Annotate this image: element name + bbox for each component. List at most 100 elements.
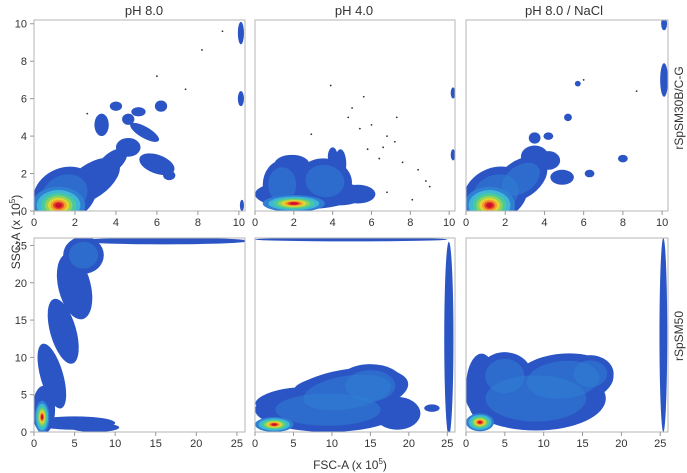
x-tick-label: 25 [441,438,453,450]
y-tick-label: 20 [15,278,27,290]
x-tick-label: 2 [291,217,297,229]
density-region [617,154,628,163]
x-tick-label: 0 [31,438,37,450]
panel-frame [465,237,669,433]
outlier-point [386,191,388,194]
outlier-point [417,168,420,171]
density-region [237,91,244,107]
density-region [37,343,67,409]
x-tick-label: 0 [252,217,258,229]
density-core [289,202,298,205]
outlier-point [382,146,385,149]
outlier-point [635,90,638,93]
y-tick-label: 5 [21,390,27,402]
outlier-point [424,180,427,182]
row-label-1: rSpSM30B/C-G [672,66,686,149]
density-core [40,414,44,420]
density-region [122,113,135,125]
density-region [68,241,99,269]
y-tick-label: 10 [15,19,27,31]
outlier-point [156,75,158,78]
x-tick-label: 8 [407,217,413,229]
outlier-point [393,140,396,143]
density-region [305,164,345,198]
x-tick-label: 4 [541,217,547,229]
x-tick-label: 20 [615,438,627,450]
x-tick-label: 20 [190,438,202,450]
density-region [661,20,668,31]
x-tick-label: 10 [538,438,550,450]
outlier-point [378,157,381,160]
density-region [528,132,541,144]
x-tick-label: 5 [72,438,78,450]
density-region [543,132,554,140]
x-tick-label: 2 [502,217,508,229]
density-core [478,421,482,424]
outlier-point [201,49,203,51]
density-region [78,238,245,245]
density-region [239,199,244,211]
density-region [154,100,168,112]
outlier-point [366,148,369,151]
x-tick-label: 6 [154,217,160,229]
density-region [450,149,455,161]
density-region [550,169,574,185]
outlier-point [358,127,361,130]
density-region [70,423,120,432]
column-title-2: pH 4.0 [335,3,373,18]
outlier-point [428,185,431,188]
y-tick-label: 2 [21,169,27,181]
outlier-point [582,79,585,81]
density-region [94,113,109,137]
x-tick-label: 15 [150,438,162,450]
x-tick-label: 6 [581,217,587,229]
x-tick-label: 10 [326,438,338,450]
outlier-point [221,30,224,33]
density-region [536,151,561,170]
x-tick-label: 25 [654,438,666,450]
density-region [327,147,338,167]
density-region [131,107,146,117]
column-title-1: pH 8.0 [125,3,163,18]
density-region [424,404,440,412]
density-core [55,202,63,208]
density-region [115,137,141,157]
row-label-2: rSpSM50 [672,311,686,361]
outlier-point [310,133,313,136]
density-region [340,184,376,204]
outlier-point [401,161,404,164]
y-tick-label: 0 [21,427,27,439]
panel-2-1: 0 5 10 15 20 25 0 5 10 15 20 25 [15,237,246,450]
density-region [450,87,455,99]
panel-2-2: 0 5 10 15 20 25 [252,237,456,450]
y-tick-label: 6 [21,94,27,106]
panel-frame [254,19,456,212]
density-region [237,21,244,45]
x-tick-label: 10 [443,217,455,229]
y-axis-label: SSC-A (x 105) [8,195,23,269]
density-region [501,162,540,196]
panel-2-3: 0 5 10 15 20 25 [463,237,669,450]
x-tick-label: 0 [463,438,469,450]
x-tick-label: 15 [364,438,376,450]
density-region [573,360,608,388]
density-region [47,298,79,364]
x-tick-label: 8 [620,217,626,229]
x-axis-label: FSC-A (x 105) [313,457,387,472]
density-region [345,370,396,402]
density-region [268,167,297,203]
density-region [584,169,595,178]
panel-frame [465,19,669,212]
x-tick-label: 2 [72,217,78,229]
outlier-point [329,84,332,87]
density-core [486,202,493,208]
x-tick-label: 4 [113,217,119,229]
panel-1-1: 0 2 4 6 8 10 0 2 4 6 8 10 [15,19,246,229]
y-tick-label: 0 [21,206,27,218]
x-tick-label: 8 [195,217,201,229]
density-region [485,358,525,394]
outlier-point [184,88,187,91]
density-region [659,238,668,432]
y-tick-label: 25 [15,240,27,252]
